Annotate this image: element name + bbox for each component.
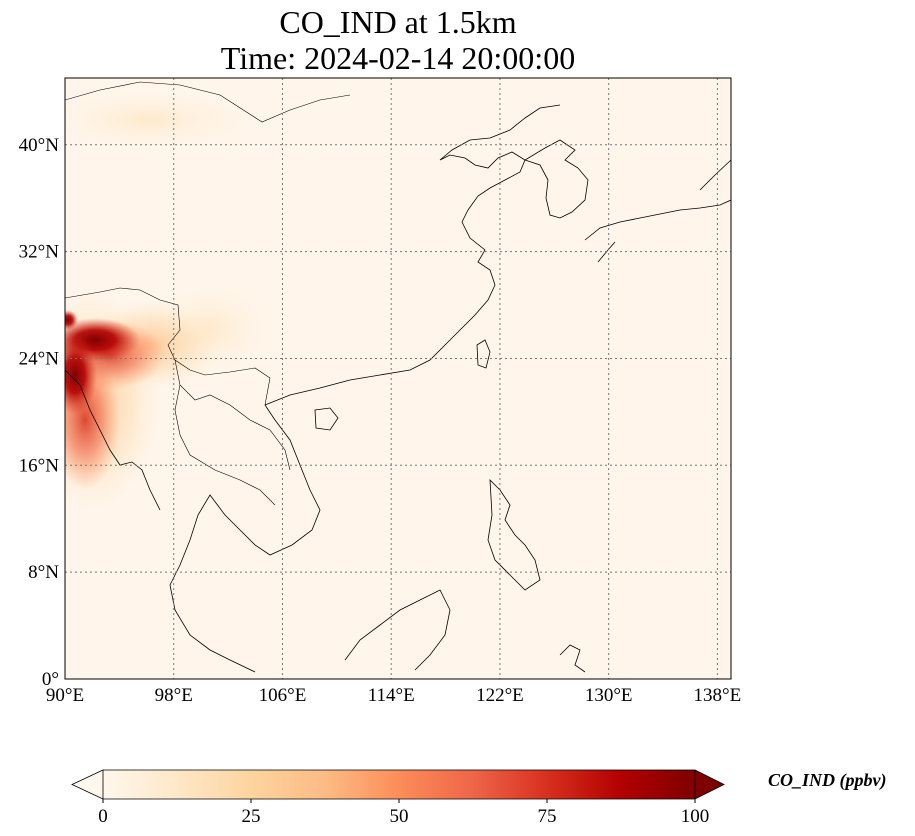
colorbar-label: CO_IND (ppbv) [768,770,887,790]
latitude-tick-labels: 0° 8°N 16°N 24°N 32°N 40°N [19,135,60,690]
colorbar-tick-label: 25 [242,806,261,827]
lon-tick-label: 114°E [368,685,415,706]
borneo-north [344,589,451,671]
coastlines-and-borders [65,81,731,673]
philippines [487,478,541,591]
longitude-tick-labels: 90°E 98°E 106°E 114°E 122°E 130°E 138°E [46,685,741,706]
colorbar-tick-label: 75 [538,806,557,827]
map-frame [64,77,732,680]
land-borders [65,81,351,506]
colorbar-tick-label: 50 [390,806,409,827]
lon-tick-label: 130°E [585,685,633,706]
hainan [314,407,339,431]
lon-tick-label: 90°E [46,685,84,706]
graticule-gridlines [65,78,731,679]
indochina-coast [169,404,321,673]
title-time-line: Time: 2024-02-14 20:00:00 [220,40,576,76]
lat-tick-label: 40°N [19,135,60,156]
lon-tick-label: 122°E [476,685,524,706]
map-panel [65,78,731,679]
colorbar-tick-label: 0 [98,806,108,827]
sulawesi-fragment [559,644,586,673]
lat-tick-label: 32°N [19,242,60,263]
colorbar-min-extend [71,769,104,800]
colorbar: 0 25 50 75 100 [71,769,725,827]
lon-tick-label: 106°E [259,685,307,706]
colorbar-max-extend [694,769,725,800]
colorbar-tick-label: 100 [681,806,710,827]
colorbar-gradient [103,770,695,799]
plume-core-west [65,335,97,415]
co-concentration-field [65,85,280,510]
lat-tick-label: 8°N [28,562,59,583]
colorbar-ticks: 0 25 50 75 100 [98,799,709,827]
korea-peninsula [524,139,589,219]
plume-core-north [65,318,140,362]
lat-tick-label: 24°N [19,348,60,369]
japan-islands [584,159,731,263]
plume-core-edge [65,310,78,330]
lon-tick-label: 98°E [155,685,193,706]
myanmar-coast [65,369,161,511]
lat-tick-label: 0° [42,669,59,690]
taiwan [476,339,491,369]
map-title: CO_IND at 1.5km Time: 2024-02-14 20:00:0… [65,4,731,76]
lon-tick-label: 138°E [694,685,742,706]
title-variable-line: CO_IND at 1.5km [279,4,517,40]
faint-plume-north [65,85,270,155]
china-coastline [264,104,561,406]
lat-tick-label: 16°N [19,455,60,476]
